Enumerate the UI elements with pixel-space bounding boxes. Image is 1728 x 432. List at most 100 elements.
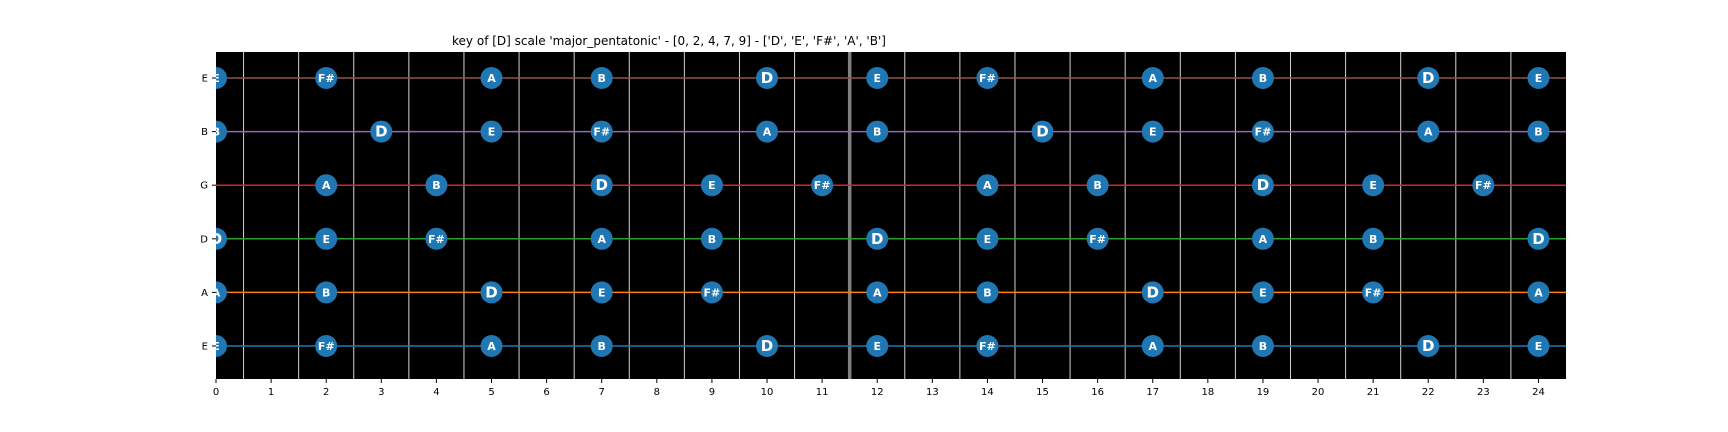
- note-circle: [1141, 335, 1164, 357]
- note-label: A: [1148, 340, 1157, 353]
- note-circle: [216, 67, 227, 89]
- note-circle: [1527, 227, 1550, 250]
- note-marker: F#: [700, 281, 723, 304]
- note-label: D: [761, 337, 773, 355]
- note-circle: [1251, 120, 1274, 143]
- note-circle: [590, 120, 613, 143]
- note-label: D: [595, 176, 607, 194]
- chart-title: key of [D] scale 'major_pentatonic' - [0…: [452, 34, 886, 48]
- note-label: A: [322, 179, 331, 192]
- x-tick-label: 9: [709, 387, 715, 398]
- note-label: B: [598, 340, 606, 353]
- note-marker: F#: [590, 120, 613, 143]
- x-tick-label: 20: [1312, 387, 1325, 398]
- note-marker: B: [700, 227, 723, 250]
- note-circle: [1527, 67, 1550, 89]
- note-marker: E: [866, 67, 889, 89]
- note-marker: F#: [1086, 227, 1109, 250]
- note-circle: [976, 281, 999, 304]
- note-circle: [1251, 174, 1274, 197]
- note-marker: F#: [425, 227, 448, 250]
- note-circle: [480, 120, 503, 143]
- note-label: D: [761, 69, 773, 87]
- note-label: B: [598, 72, 606, 85]
- note-label: E: [212, 72, 220, 85]
- x-tick-label: 11: [816, 387, 829, 398]
- note-label: A: [487, 72, 496, 85]
- x-tick-label: 4: [433, 387, 439, 398]
- note-label: F#: [1255, 126, 1272, 139]
- note-circle: [590, 335, 613, 357]
- note-marker: B: [590, 335, 613, 357]
- note-circle: [1141, 281, 1164, 304]
- string-labels: E A D G B E: [200, 74, 216, 353]
- note-label: B: [1534, 126, 1542, 139]
- note-label: D: [485, 283, 497, 301]
- note-circle: [1362, 281, 1385, 304]
- note-marker: E: [1141, 120, 1164, 143]
- x-tick-label: 2: [323, 387, 329, 398]
- note-label: E: [708, 179, 716, 192]
- note-label: A: [983, 179, 992, 192]
- x-tick-label: 3: [378, 387, 384, 398]
- x-tick-label: 14: [981, 387, 994, 398]
- x-tick-label: 17: [1146, 387, 1159, 398]
- note-label: E: [488, 126, 496, 139]
- note-marker: D: [1141, 281, 1164, 304]
- note-circle: [1527, 120, 1550, 143]
- note-marker: A: [866, 281, 889, 304]
- note-circle: [1362, 174, 1385, 197]
- note-circle: [756, 335, 779, 357]
- note-circle: [1527, 335, 1550, 357]
- note-circle: [976, 227, 999, 250]
- string-label: B: [201, 127, 208, 138]
- note-marker: A: [1141, 67, 1164, 89]
- note-marker: F#: [976, 335, 999, 357]
- string-label: G: [200, 181, 208, 192]
- note-marker: B: [1086, 174, 1109, 197]
- note-label: B: [212, 126, 220, 139]
- note-marker: E: [315, 227, 338, 250]
- note-circle: [370, 120, 393, 143]
- note-marker: A: [480, 67, 503, 89]
- note-marker: D: [756, 67, 779, 89]
- note-marker: E: [590, 281, 613, 304]
- note-marker: D: [1417, 67, 1440, 89]
- x-tick-label: 23: [1477, 387, 1490, 398]
- note-marker: A: [976, 174, 999, 197]
- note-circle: [216, 120, 227, 143]
- note-circle: [216, 335, 227, 357]
- note-circle: [315, 335, 338, 357]
- note-circle: [480, 281, 503, 304]
- note-circle: [1417, 120, 1440, 143]
- note-label: F#: [814, 179, 831, 192]
- note-circle: [1251, 227, 1274, 250]
- x-tick-label: 21: [1367, 387, 1380, 398]
- note-label: A: [1424, 126, 1433, 139]
- note-marker: F#: [1362, 281, 1385, 304]
- x-tick-label: 18: [1201, 387, 1214, 398]
- note-marker: E: [700, 174, 723, 197]
- note-marker: B: [212, 120, 227, 143]
- note-marker: A: [315, 174, 338, 197]
- note-label: E: [1259, 286, 1267, 299]
- note-label: F#: [979, 72, 996, 85]
- note-circle: [700, 227, 723, 250]
- x-tick-label: 12: [871, 387, 884, 398]
- note-label: E: [873, 340, 881, 353]
- note-label: F#: [1089, 233, 1106, 246]
- note-circle: [216, 281, 227, 304]
- note-circle: [866, 120, 889, 143]
- note-marker: B: [1251, 67, 1274, 89]
- note-label: D: [375, 123, 387, 141]
- note-circle: [1086, 227, 1109, 250]
- x-tick-label: 19: [1257, 387, 1270, 398]
- note-marker: B: [425, 174, 448, 197]
- note-marker: F#: [1251, 120, 1274, 143]
- note-circle: [315, 227, 338, 250]
- scale-notes: E F# A B D E F# A B D E A B D E F# A B D E F# A D E F# A B D E F# A B D A…: [212, 67, 1550, 357]
- note-marker: A: [590, 227, 613, 250]
- note-marker: D: [1417, 335, 1440, 357]
- note-circle: [866, 335, 889, 357]
